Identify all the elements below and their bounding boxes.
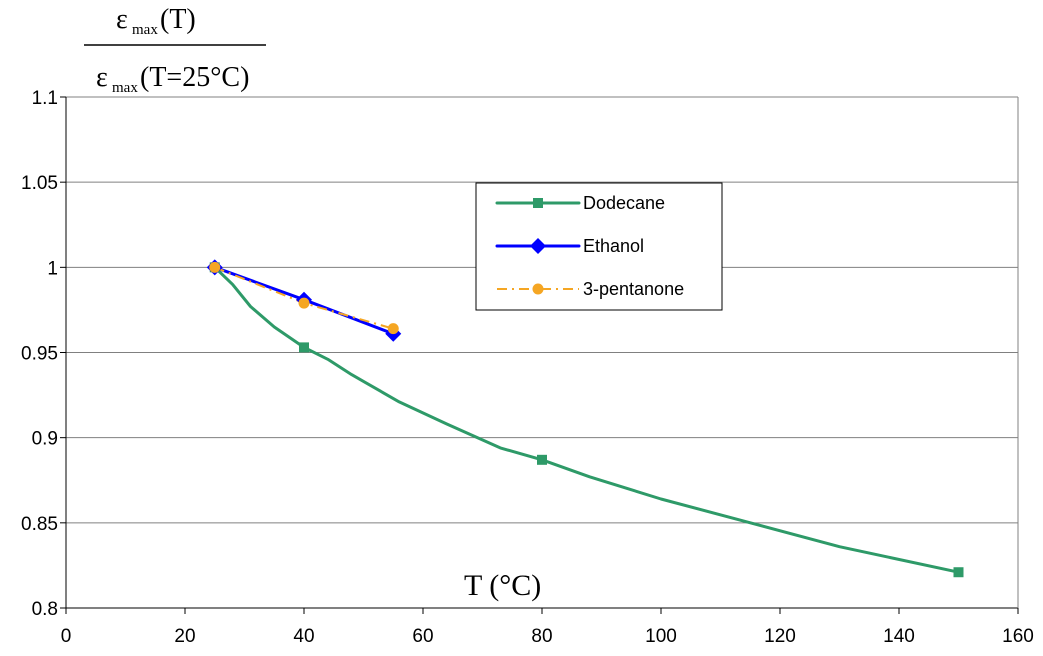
point-3-pentanone bbox=[209, 261, 221, 273]
legend-marker-3-pentanone bbox=[532, 283, 544, 295]
x-tick-label: 60 bbox=[412, 626, 433, 647]
y-title-numerator-base: ε bbox=[116, 4, 128, 35]
point-3-pentanone bbox=[387, 323, 399, 335]
y-tick-labels: 0.8 0.85 0.9 0.95 1 1.05 1.1 bbox=[21, 88, 58, 620]
series-line-dodecane bbox=[213, 265, 960, 574]
y-title-denominator-rest: (T=25°C) bbox=[140, 62, 249, 93]
y-tick-label: 0.8 bbox=[32, 599, 58, 620]
y-tick-label: 1 bbox=[47, 258, 58, 279]
x-tick-label: 0 bbox=[61, 626, 72, 647]
x-tick-label: 120 bbox=[764, 626, 796, 647]
axes bbox=[60, 96, 1019, 614]
point-dodecane bbox=[537, 454, 547, 465]
x-tick-label: 100 bbox=[645, 626, 677, 647]
legend-marker-ethanol bbox=[530, 238, 546, 254]
legend-label-3-pentanone: 3-pentanone bbox=[583, 279, 684, 299]
y-tick-label: 1.1 bbox=[32, 88, 58, 109]
x-tick-label: 80 bbox=[531, 626, 552, 647]
point-dodecane bbox=[953, 567, 964, 578]
y-title-numerator-rest: (T) bbox=[160, 4, 196, 35]
y-tick-label: 0.95 bbox=[21, 344, 58, 365]
point-dodecane bbox=[299, 342, 309, 353]
legend-label-ethanol: Ethanol bbox=[583, 236, 644, 256]
point-3-pentanone bbox=[298, 297, 310, 309]
y-tick-label: 1.05 bbox=[21, 173, 58, 194]
y-title-numerator-sub: max bbox=[132, 22, 158, 38]
x-axis-title: T (°C) bbox=[464, 569, 541, 602]
legend-marker-dodecane bbox=[533, 198, 543, 208]
y-title-denominator-sub: max bbox=[112, 80, 138, 96]
x-tick-label: 20 bbox=[174, 626, 195, 647]
x-tick-labels: 0 20 40 60 80 100 120 140 160 bbox=[61, 626, 1034, 647]
x-tick-label: 140 bbox=[883, 626, 915, 647]
y-title-denominator-base: ε bbox=[96, 62, 108, 93]
y-axis-title: ε max (T) ε max (T=25°C) bbox=[84, 4, 266, 96]
x-tick-label: 40 bbox=[293, 626, 314, 647]
x-tick-label: 160 bbox=[1002, 626, 1034, 647]
series-lines bbox=[213, 265, 960, 574]
legend: Dodecane Ethanol 3-pentanone bbox=[475, 182, 723, 311]
y-tick-label: 0.85 bbox=[21, 514, 58, 535]
legend-label-dodecane: Dodecane bbox=[583, 193, 665, 213]
grid bbox=[66, 96, 1018, 609]
series-markers bbox=[206, 259, 964, 578]
y-tick-label: 0.9 bbox=[32, 429, 58, 450]
